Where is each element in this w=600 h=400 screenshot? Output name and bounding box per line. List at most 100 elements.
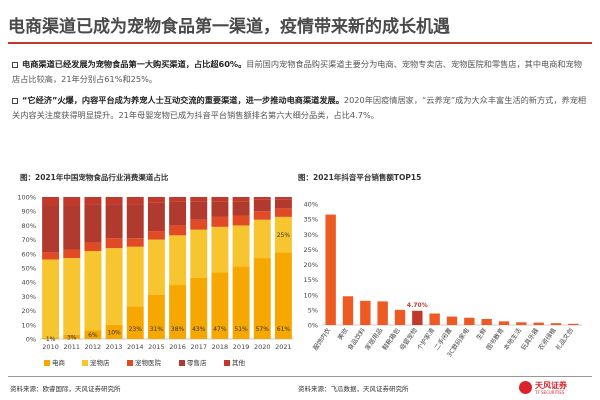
bar-segment-宠物医院 (105, 238, 123, 249)
checkbox-bullet-icon (12, 97, 18, 104)
bar-segment-零售店 (42, 205, 60, 253)
x-tick-label: 2016 (169, 343, 186, 351)
bar-segment-宠物医院 (84, 242, 102, 251)
left-chart-source: 资料来源：欧睿国际，天风证券研究所 (10, 385, 121, 393)
y-tick-label: 20% (304, 261, 318, 269)
bar-segment-宠物店 (274, 216, 292, 253)
bar-segment-其他 (169, 197, 187, 202)
y-tick-label: 50% (22, 265, 36, 273)
bar-segment-宠物医院 (232, 215, 250, 226)
bar-segment-宠物店 (63, 258, 81, 335)
title-divider (8, 42, 592, 44)
x-tick-label: 2017 (190, 343, 207, 351)
bar-segment-宠物医院 (42, 252, 60, 260)
x-tick-label: 2019 (233, 343, 250, 351)
bar-segment-其他 (63, 197, 81, 206)
bar-segment-电商 (126, 306, 144, 339)
y-tick-label: 60% (22, 250, 36, 258)
x-tick-label: 2011 (63, 343, 80, 351)
bar-segment-电商 (274, 252, 292, 339)
footer-divider (8, 376, 592, 377)
bar-segment-宠物店 (147, 239, 165, 295)
data-label: 31% (150, 326, 164, 333)
bar-segment-其他 (84, 197, 102, 205)
channel-share-chart: 0% 10% 20% 30% 40% 50% 60% 70% 80% 90% 100% 1%2010 3… (17, 194, 294, 367)
bullet-2-text: 2020年因疫情居家，“云养宠”成为大众丰富生活的新方式，养宠相关内容关注度获得… (12, 95, 587, 120)
legend-swatch (179, 360, 185, 366)
x-tick-label: 2010 (42, 343, 59, 351)
y-tick-label: 100% (17, 194, 36, 202)
bar-3C数码家电 (464, 317, 475, 325)
data-label: 3% (67, 334, 77, 341)
legend-swatch (127, 360, 133, 366)
bar-鞋靴箱包 (394, 309, 406, 325)
logo-circle-icon (519, 381, 532, 394)
x-tick-label: 2015 (148, 343, 165, 351)
logo-sub: TF SECURITIES (535, 390, 565, 395)
bar-segment-宠物医院 (147, 231, 165, 240)
bar-segment-零售店 (211, 201, 229, 217)
bar-segment-宠物店 (169, 235, 187, 286)
bar-segment-宠物店 (232, 225, 250, 267)
bar-segment-宠物店 (253, 219, 271, 259)
bar-segment-电商 (169, 285, 187, 339)
bar-segment-宠物店 (84, 250, 102, 331)
bar-segment-电商 (232, 266, 250, 339)
bar-segment-宠物医院 (274, 208, 292, 217)
legend-label: 宠物店 (90, 358, 110, 367)
bar-segment-零售店 (126, 204, 144, 239)
bar-segment-宠物医院 (253, 211, 271, 220)
bar-segment-电商 (105, 324, 123, 339)
y-tick-label: 30% (22, 293, 36, 301)
x-tick-label: 2018 (212, 343, 229, 351)
bar-segment-宠物医院 (126, 238, 144, 247)
data-label: 61% (277, 326, 291, 333)
bar-美妆 (342, 296, 354, 325)
y-tick-label: 30% (304, 231, 318, 239)
tf-securities-logo: 天风证券 TF SECURITIES (519, 380, 589, 396)
y-tick-label: 0% (308, 322, 318, 330)
checkbox-bullet-icon (12, 61, 18, 68)
bar-segment-零售店 (274, 199, 292, 209)
legend-label: 零售店 (187, 358, 207, 367)
bar-segment-电商 (63, 334, 81, 339)
bar-segment-电商 (211, 272, 229, 339)
bar-segment-电商 (84, 330, 102, 339)
bullet-1: 电商渠道已经发展为宠物食品第一大购买渠道，占比超60%。目前国内宠物食品购买渠道… (12, 57, 587, 86)
bar-玩具乐器 (533, 322, 544, 325)
bar-segment-其他 (190, 197, 208, 202)
x-tick-label: 生鲜 (474, 325, 489, 341)
bar-segment-其他 (126, 197, 144, 205)
y-tick-label: 10% (22, 321, 36, 329)
x-tick-label: 2014 (127, 343, 144, 351)
y-tick-label: 15% (304, 276, 318, 284)
bar-segment-宠物医院 (190, 219, 208, 230)
bullet-1-text: 目前国内宠物食品购买渠道主要分为电商、宠物专卖店、宠物医院和零售店，其中电商和宠… (12, 59, 582, 84)
right-chart-source: 资料来源：飞瓜数据，天风证券研究所 (298, 385, 409, 393)
data-label: 10% (107, 329, 121, 336)
bar-图书教育 (498, 321, 510, 325)
y-tick-label: 35% (304, 216, 318, 224)
bar-segment-其他 (232, 197, 250, 202)
left-chart-caption: 图：2021年中国宠物食品行业消费渠道占比 (20, 173, 169, 182)
bar-礼品文创 (568, 323, 579, 325)
y-tick-label: 0% (26, 336, 36, 344)
logo-name: 天风证券 (535, 381, 567, 390)
highlight-label: 4.70% (407, 302, 428, 309)
bar-本地生活 (516, 322, 527, 325)
x-tick-label: 美妆 (335, 325, 350, 341)
data-label: 1% (46, 336, 56, 343)
bar-农资绿植 (550, 323, 562, 325)
y-tick-label: 25% (304, 246, 318, 254)
bar-segment-宠物店 (42, 259, 60, 338)
bar-segment-零售店 (84, 204, 102, 243)
y-tick-label: 20% (22, 307, 36, 315)
bar-二手闲置 (446, 316, 458, 325)
bullet-2: “它经济”火爆，内容平台成为养宠人士互动交流的重要渠道，进一步推动电商渠道发展。… (12, 93, 587, 122)
bar-segment-电商 (42, 337, 60, 339)
legend-swatch (224, 360, 230, 366)
data-label: 51% (234, 326, 248, 333)
bar-segment-宠物店 (126, 246, 144, 307)
bar-segment-宠物医院 (63, 249, 81, 259)
bar-segment-电商 (253, 258, 271, 339)
